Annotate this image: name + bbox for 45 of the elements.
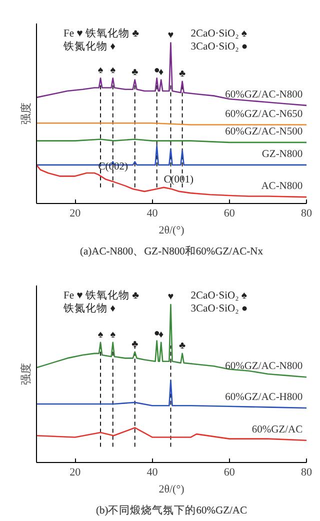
annotation: ♥ (168, 291, 174, 302)
annotation: ♣ (132, 66, 139, 78)
x-tick-label: 20 (70, 208, 82, 220)
x-tick-label: 40 (146, 208, 158, 220)
text: Fe ♥ 铁氧化物 ♣ (64, 290, 140, 302)
x-tick-label: 20 (70, 466, 82, 478)
text: (a)AC-N800、GZ-N800和60%GZ/AC-Nx (80, 244, 264, 258)
annotation: ♠ (110, 329, 116, 340)
series-label: 60%GZ/AC-N800 (225, 361, 303, 372)
series-label: 60%GZ/AC (252, 424, 303, 436)
x-tick-label: 60 (224, 208, 236, 220)
series-label: AC-N800 (261, 181, 303, 192)
annotation: ♣ (179, 340, 186, 352)
annotation: ♦ (158, 66, 164, 78)
x-tick-label: 80 (301, 208, 312, 220)
annotation: 3CaO·SiO₂ ● (190, 42, 248, 52)
y-axis-title: 强度 (20, 102, 32, 124)
series-label: 60%GZ/AC-H800 (225, 392, 303, 403)
x-axis-title: 2θ/(°) (158, 224, 185, 236)
annotation: 3CaO·SiO₂ ● (190, 304, 248, 314)
series-label: GZ-N800 (262, 148, 303, 160)
annotation: ♠ (98, 329, 104, 340)
x-tick-label: 60 (224, 466, 236, 478)
annotation: 铁氮化物 ♦ (62, 40, 116, 52)
x-tick-label: 40 (146, 466, 158, 478)
text: 2CaO·SiO₂ ♠ (190, 290, 248, 302)
series-label: 60%GZ/AC-N800 (225, 89, 303, 100)
x-axis-title: 2θ/(°) (158, 484, 185, 496)
annotation: ♥ (168, 30, 174, 41)
text: 2CaO·SiO₂ ♠ (190, 28, 248, 40)
x-tick-label: 80 (301, 466, 312, 478)
annotation: ♠ (110, 65, 116, 76)
y-axis-title: 强度 (20, 363, 32, 385)
annotation: ♣ (179, 68, 186, 80)
series-label: 60%GZ/AC-N650 (225, 108, 303, 120)
annotation: C(001) (164, 174, 194, 186)
annotation: ♦ (158, 329, 164, 340)
text: Fe ♥ 铁氧化物 ♣ (64, 28, 140, 40)
annotation: ♠ (98, 65, 104, 76)
annotation: ● (154, 328, 160, 339)
annotation: 铁氮化物 ♦ (62, 302, 116, 314)
series-label: 60%GZ/AC-N500 (225, 126, 303, 138)
annotation: ♣ (132, 338, 139, 350)
annotation: ● (154, 65, 160, 76)
text: (b)不同煅烧气氛下的60%GZ/AC (96, 504, 248, 516)
